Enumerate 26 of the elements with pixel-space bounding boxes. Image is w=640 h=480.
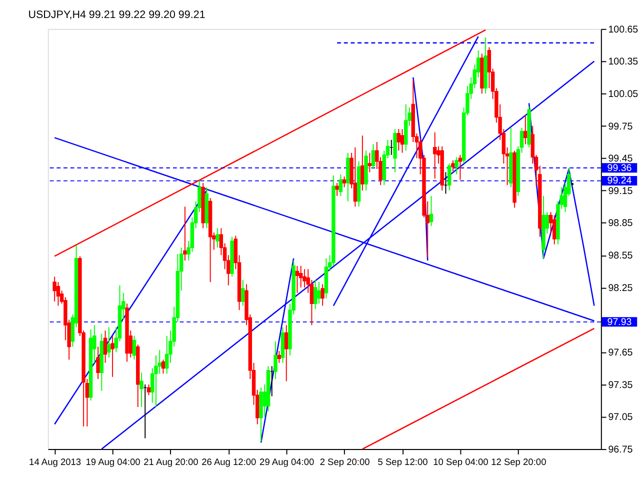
x-tick-label: 14 Aug 2013: [29, 457, 82, 468]
ref-line-label: 97.93: [607, 316, 632, 328]
y-tick-label: 96.75: [608, 444, 634, 456]
x-tick-label: 2 Sep 20:00: [320, 457, 370, 468]
x-tick-label: 10 Sep 04:00: [433, 457, 488, 468]
y-tick-label: 97.65: [608, 348, 634, 359]
x-tick-label: 5 Sep 12:00: [378, 457, 428, 468]
ref-line-label: 99.36: [607, 162, 632, 174]
y-tick-label: 97.35: [608, 380, 634, 391]
x-tick-label: 19 Aug 04:00: [86, 457, 140, 468]
y-tick-label: 98.85: [608, 218, 634, 230]
y-tick-label: 98.25: [608, 282, 634, 294]
x-tick-label: 29 Aug 04:00: [260, 457, 314, 468]
y-tick-label: 99.45: [608, 154, 634, 165]
y-tick-label: 100.05: [608, 88, 639, 100]
y-tick-label: 100.35: [608, 56, 639, 68]
y-tick-label: 100.65: [608, 24, 639, 36]
y-tick-label: 97.05: [608, 412, 634, 424]
x-tick-label: 26 Aug 12:00: [202, 457, 256, 468]
y-tick-label: 98.55: [608, 250, 634, 262]
y-tick-label: 99.15: [608, 186, 634, 197]
chart-title: USDJPY,H4 99.21 99.22 99.20 99.21: [28, 9, 206, 22]
ref-line-label: 99.24: [607, 176, 632, 187]
x-tick-label: 12 Sep 20:00: [491, 457, 546, 468]
x-tick-label: 21 Aug 20:00: [144, 457, 198, 468]
y-tick-label: 99.75: [608, 121, 634, 132]
